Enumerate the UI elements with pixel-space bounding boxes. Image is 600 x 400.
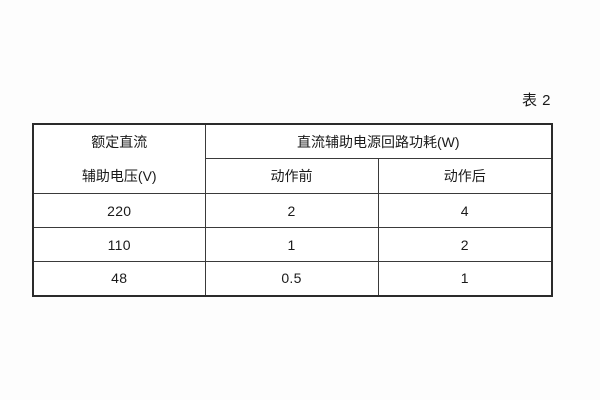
cell-after: 4 <box>377 193 553 228</box>
power-consumption-table: 额定直流 辅助电压(V) 直流辅助电源回路功耗(W) 动作前 动作后 220 2… <box>32 123 554 297</box>
cell-before: 1 <box>204 227 379 262</box>
table-header-row-1: 额定直流 辅助电压(V) 直流辅助电源回路功耗(W) <box>32 123 553 194</box>
header-rated-voltage-line-2: 辅助电压(V) <box>81 168 157 184</box>
header-cell-rated-voltage: 额定直流 辅助电压(V) <box>32 123 206 194</box>
table-row: 48 0.5 1 <box>32 261 553 296</box>
header-cell-after-action: 动作后 <box>377 158 553 194</box>
cell-before: 2 <box>204 193 379 228</box>
cell-after: 1 <box>377 261 553 296</box>
cell-after: 2 <box>377 227 553 262</box>
table-row: 110 1 2 <box>32 227 553 262</box>
cell-voltage: 48 <box>32 261 206 296</box>
header-rated-voltage-line-1: 额定直流 <box>91 134 148 150</box>
cell-voltage: 220 <box>32 193 206 228</box>
table-caption: 表 2 <box>521 92 551 109</box>
table-header-row-2: 动作前 动作后 <box>33 158 553 194</box>
table-row: 220 2 4 <box>32 193 553 228</box>
cell-voltage: 110 <box>32 227 206 262</box>
header-cell-power-consumption: 直流辅助电源回路功耗(W) <box>204 123 553 160</box>
cell-before: 0.5 <box>204 261 379 296</box>
header-cell-before-action: 动作前 <box>204 158 379 194</box>
header-rated-voltage-stack: 额定直流 辅助电压(V) <box>34 125 205 193</box>
